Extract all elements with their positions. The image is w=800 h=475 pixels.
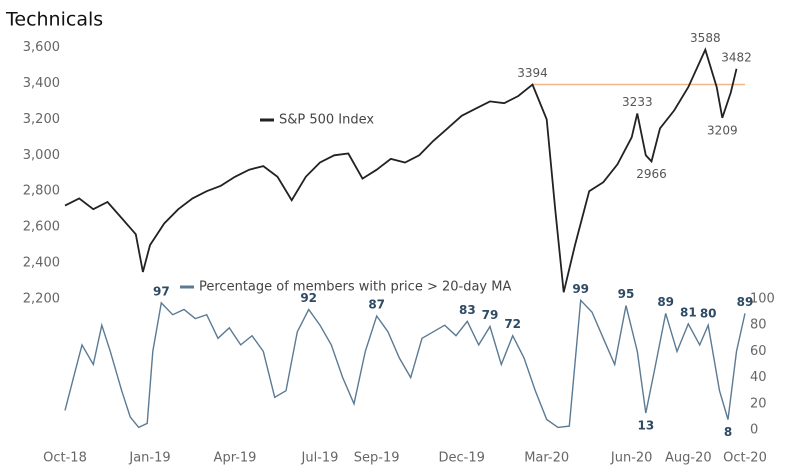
- data-label: 3588: [690, 31, 721, 45]
- y2-tick-label: 100: [750, 292, 775, 307]
- y-tick-label: 2,200: [23, 291, 60, 306]
- x-tick-label: Apr-19: [214, 451, 257, 466]
- y-tick-label: 3,000: [23, 148, 60, 163]
- data-label: 97: [153, 284, 170, 298]
- x-tick-label: Jul-19: [301, 451, 339, 466]
- x-tick-label: Sep-19: [354, 451, 400, 466]
- data-label: 99: [572, 282, 589, 296]
- series-line: [64, 47, 738, 293]
- data-label: 3233: [622, 95, 653, 109]
- data-label: 79: [482, 308, 499, 322]
- y2-tick-label: 40: [750, 370, 767, 385]
- y2-tick-label: 80: [750, 318, 767, 333]
- data-label: 3209: [707, 123, 738, 137]
- data-label: 13: [637, 418, 654, 432]
- y-tick-label: 2,400: [23, 256, 60, 271]
- x-tick-label: Aug-20: [665, 451, 712, 466]
- x-tick-label: Jun-20: [610, 451, 653, 466]
- chart-title: Technicals: [5, 9, 103, 31]
- x-tick-label: Jan-19: [128, 451, 170, 466]
- data-label: 95: [618, 287, 635, 301]
- y-tick-label: 3,200: [23, 112, 60, 127]
- series-line: [64, 298, 746, 429]
- y-tick-label: 3,400: [23, 76, 60, 91]
- data-label: 3482: [721, 50, 752, 64]
- legend-label: S&P 500 Index: [279, 113, 374, 128]
- data-label: 89: [657, 295, 674, 309]
- data-label: 2966: [636, 167, 667, 181]
- data-label: 72: [504, 317, 521, 331]
- data-label: 83: [459, 303, 476, 317]
- data-label: 89: [737, 295, 754, 309]
- y2-tick-label: 20: [750, 396, 767, 411]
- legend-label: Percentage of members with price > 20-da…: [199, 280, 511, 295]
- y-tick-label: 2,800: [23, 184, 60, 199]
- data-label: 87: [368, 298, 385, 312]
- data-label: 8: [724, 425, 732, 439]
- x-tick-label: Dec-19: [438, 451, 484, 466]
- data-label: 81: [680, 305, 697, 319]
- y2-tick-label: 0: [750, 423, 758, 438]
- data-label: 92: [300, 291, 317, 305]
- y-tick-label: 3,600: [23, 40, 60, 55]
- x-tick-label: Oct-20: [723, 451, 767, 466]
- y-tick-label: 2,600: [23, 220, 60, 235]
- data-label: 3394: [517, 66, 548, 80]
- y2-tick-label: 60: [750, 344, 767, 359]
- x-tick-label: Oct-18: [43, 451, 87, 466]
- x-tick-label: Mar-20: [524, 451, 569, 466]
- data-label: 80: [700, 307, 717, 321]
